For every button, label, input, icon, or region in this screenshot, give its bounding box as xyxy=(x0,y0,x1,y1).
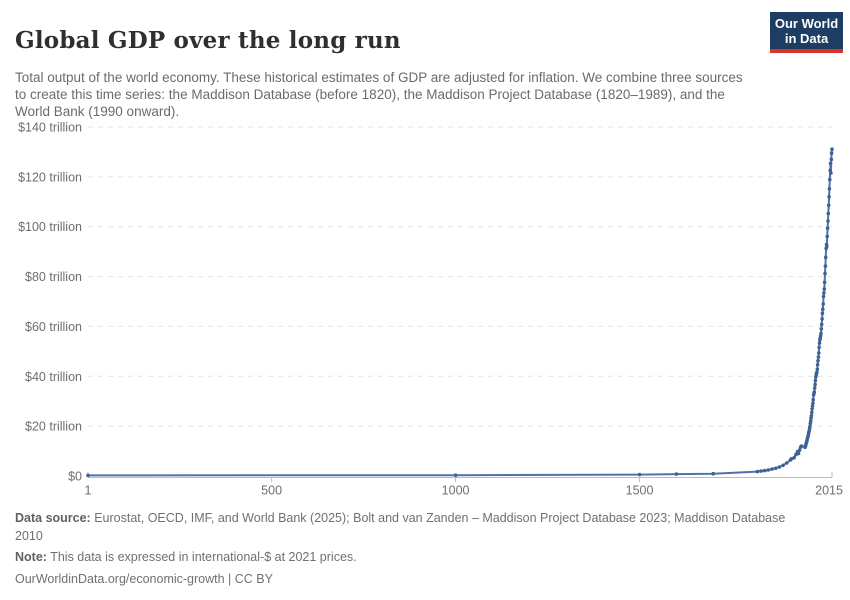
data-point-marker[interactable] xyxy=(674,472,679,476)
y-axis-tick-label: $20 trillion xyxy=(25,420,82,434)
data-point-marker[interactable] xyxy=(808,424,812,429)
data-point-marker[interactable] xyxy=(822,287,827,291)
data-point-marker[interactable] xyxy=(830,147,834,151)
chart-source-link[interactable]: OurWorldinData.org/economic-growth | CC … xyxy=(15,571,273,586)
data-point-marker[interactable] xyxy=(792,456,796,460)
data-source-label: Data source: xyxy=(15,511,91,525)
data-point-marker[interactable] xyxy=(821,302,825,306)
data-point-marker[interactable] xyxy=(825,234,829,239)
data-point-marker[interactable] xyxy=(810,407,814,411)
data-point-marker[interactable] xyxy=(770,467,774,471)
data-point-marker[interactable] xyxy=(816,355,821,359)
data-point-marker[interactable] xyxy=(815,370,819,375)
note-label: Note: xyxy=(15,550,47,564)
data-point-marker[interactable] xyxy=(820,317,824,321)
data-point-marker[interactable] xyxy=(815,367,820,372)
data-point-marker[interactable] xyxy=(822,291,826,295)
data-point-marker[interactable] xyxy=(826,219,830,223)
source-link-line: OurWorldinData.org/economic-growth | CC … xyxy=(15,571,815,589)
data-source-text: Eurostat, OECD, IMF, and World Bank (202… xyxy=(15,511,786,543)
data-point-marker[interactable] xyxy=(822,280,827,285)
data-point-marker[interactable] xyxy=(637,472,642,477)
page-title: Global GDP over the long run xyxy=(15,27,401,55)
data-point-marker[interactable] xyxy=(812,390,817,394)
data-point-marker[interactable] xyxy=(817,351,821,355)
data-point-marker[interactable] xyxy=(759,469,763,473)
data-point-marker[interactable] xyxy=(711,471,715,476)
data-point-marker[interactable] xyxy=(823,271,827,276)
data-point-marker[interactable] xyxy=(826,211,831,216)
chart-footer: Data source: Eurostat, OECD, IMF, and Wo… xyxy=(15,510,815,592)
y-axis-tick-label: $40 trillion xyxy=(25,370,82,384)
data-point-marker[interactable] xyxy=(816,359,820,363)
data-point-marker[interactable] xyxy=(827,187,832,191)
owid-logo[interactable]: Our World in Data xyxy=(770,12,843,53)
data-point-marker[interactable] xyxy=(825,226,830,230)
data-point-marker[interactable] xyxy=(826,203,831,208)
y-axis-tick-label: $140 trillion xyxy=(18,121,82,135)
data-point-marker[interactable] xyxy=(815,363,820,367)
data-point-marker[interactable] xyxy=(829,151,834,155)
owid-logo-line2: in Data xyxy=(784,31,829,46)
data-point-marker[interactable] xyxy=(453,473,458,478)
data-point-marker[interactable] xyxy=(808,419,813,424)
gdp-line-chart[interactable]: $0 $20 trillion $40 trillion $60 trillion $8… xyxy=(0,115,850,510)
data-point-marker[interactable] xyxy=(86,473,90,478)
chart-subtitle: Total output of the world economy. These… xyxy=(15,69,743,119)
data-point-marker[interactable] xyxy=(766,468,771,472)
data-point-marker[interactable] xyxy=(796,451,801,456)
data-point-marker[interactable] xyxy=(825,244,829,249)
data-point-marker[interactable] xyxy=(777,465,782,469)
data-point-marker[interactable] xyxy=(829,157,834,162)
data-point-marker[interactable] xyxy=(823,264,828,268)
data-point-marker[interactable] xyxy=(810,410,814,415)
data-point-marker[interactable] xyxy=(799,444,804,448)
data-source-line: Data source: Eurostat, OECD, IMF, and Wo… xyxy=(15,510,815,545)
x-axis-tick-label: 1000 xyxy=(442,484,470,498)
data-point-marker[interactable] xyxy=(817,345,821,350)
data-point-marker[interactable] xyxy=(755,469,760,474)
data-point-marker[interactable] xyxy=(819,327,824,331)
data-point-marker[interactable] xyxy=(827,195,831,199)
data-point-marker[interactable] xyxy=(828,177,832,182)
data-point-marker[interactable] xyxy=(823,255,828,260)
x-axis-tick-label: 1500 xyxy=(626,484,654,498)
y-axis-tick-label: $60 trillion xyxy=(25,320,82,334)
data-point-marker[interactable] xyxy=(829,171,833,175)
data-point-marker[interactable] xyxy=(820,311,825,316)
data-point-marker[interactable] xyxy=(811,397,815,402)
data-point-marker[interactable] xyxy=(781,463,785,468)
data-point-marker[interactable] xyxy=(821,307,825,312)
data-point-marker[interactable] xyxy=(828,168,832,173)
data-point-marker[interactable] xyxy=(821,294,826,299)
y-axis-tick-label: $120 trillion xyxy=(18,170,82,184)
data-point-marker[interactable] xyxy=(809,413,814,418)
note-line: Note: This data is expressed in internat… xyxy=(15,549,815,567)
data-point-marker[interactable] xyxy=(819,331,823,336)
data-point-marker[interactable] xyxy=(813,378,818,383)
owid-logo-line1: Our World xyxy=(774,16,839,31)
note-text: This data is expressed in international-… xyxy=(46,550,357,564)
x-axis-tick-label: 2015 xyxy=(815,484,843,498)
y-axis-tick-label: $80 trillion xyxy=(25,270,82,284)
data-point-marker[interactable] xyxy=(797,448,802,452)
data-point-marker[interactable] xyxy=(812,386,817,390)
data-point-marker[interactable] xyxy=(762,468,767,473)
data-point-marker[interactable] xyxy=(784,461,789,465)
y-axis-tick-label: $0 xyxy=(68,470,82,484)
data-point-marker[interactable] xyxy=(813,382,817,387)
data-point-marker[interactable] xyxy=(817,341,822,345)
data-point-marker[interactable] xyxy=(811,401,815,406)
data-point-marker[interactable] xyxy=(828,161,833,166)
x-axis-tick-label: 500 xyxy=(261,484,282,498)
data-point-marker[interactable] xyxy=(819,322,824,327)
data-point-marker[interactable] xyxy=(810,404,815,408)
y-axis-tick-label: $100 trillion xyxy=(18,220,82,234)
x-axis-tick-label: 1 xyxy=(85,484,92,498)
data-point-marker[interactable] xyxy=(773,466,778,471)
